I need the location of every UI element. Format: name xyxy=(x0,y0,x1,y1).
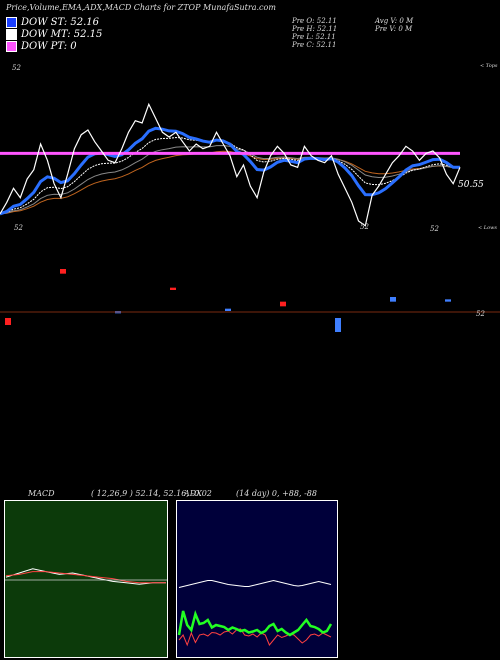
ema-long-line xyxy=(0,136,461,215)
legend-label-mt: DOW MT: 52.15 xyxy=(21,29,103,40)
price-chart: 52 52 52 52 52 50.55 < Tops < Lows xyxy=(0,63,500,332)
adx-params: (14 day) 0, +88, -88 xyxy=(236,489,317,498)
volume-bar xyxy=(60,269,66,274)
macd-lines xyxy=(5,568,167,585)
volume-bar xyxy=(5,318,11,325)
last-price-label: 50.55 xyxy=(458,180,484,190)
legend-label-st: DOW ST: 52.16 xyxy=(21,17,100,28)
adx-series-line xyxy=(178,579,332,588)
legend-swatch-mt xyxy=(6,29,17,40)
adx-lines xyxy=(177,579,333,647)
macd-chart xyxy=(4,500,168,658)
annotation-tops: < Tops xyxy=(480,63,498,69)
price-label-low-right: 52 xyxy=(430,225,439,233)
prev-values-block: Pre O: 52.11 Pre H: 52.11 Pre L: 52.11 P… xyxy=(292,17,337,49)
adx-series-line xyxy=(178,628,332,647)
volume-bar xyxy=(225,308,231,311)
avg-volume: Avg V: 0 M xyxy=(375,17,414,25)
ema-lines xyxy=(0,126,461,216)
macd-title: MACD xyxy=(28,489,55,498)
adx-chart xyxy=(176,500,338,658)
volume-bar xyxy=(390,297,396,302)
volume-bar xyxy=(335,318,341,332)
price-label-zero: 52 xyxy=(476,310,485,318)
ema-short-line xyxy=(0,126,460,216)
price-label-low-left: 52 xyxy=(14,224,23,232)
price-label-top: 52 xyxy=(12,64,21,72)
prev-open: Pre O: 52.11 xyxy=(292,17,337,25)
chart-title: Price,Volume,EMA,ADX,MACD Charts for ZTO… xyxy=(6,3,276,12)
prev-volume: Pre V: 0 M xyxy=(375,25,413,33)
legend-swatch-st xyxy=(6,17,17,28)
price-label-low-mid: 52 xyxy=(360,223,369,231)
prev-low: Pre L: 52.11 xyxy=(292,33,336,41)
legend-label-pt: DOW PT: 0 xyxy=(21,41,77,52)
legend-swatch-pt xyxy=(6,41,17,52)
macd-series-line xyxy=(5,571,166,584)
prev-close: Pre C: 52.11 xyxy=(292,41,337,49)
annotation-lows: < Lows xyxy=(478,225,497,231)
volume-bars xyxy=(5,269,451,332)
legend-dow-pt: DOW PT: 0 xyxy=(6,41,77,52)
price-line xyxy=(0,102,461,227)
macd-params: ( 12,26,9 ) 52.14, 52.16, -0.02 xyxy=(91,489,212,498)
volume-bar xyxy=(170,287,176,290)
macd-panel-background xyxy=(4,500,168,658)
adx-title: ADX xyxy=(184,489,202,498)
volume-values-block: Avg V: 0 M Pre V: 0 M xyxy=(375,17,413,33)
prev-high: Pre H: 52.11 xyxy=(292,25,338,33)
adx-series-line xyxy=(177,610,333,637)
volume-bar xyxy=(280,301,286,307)
volume-bar xyxy=(445,299,451,302)
long-average-line xyxy=(0,150,460,215)
legend-dow-st: DOW ST: 52.16 xyxy=(6,17,99,28)
legend-dow-mt: DOW MT: 52.15 xyxy=(6,29,102,40)
